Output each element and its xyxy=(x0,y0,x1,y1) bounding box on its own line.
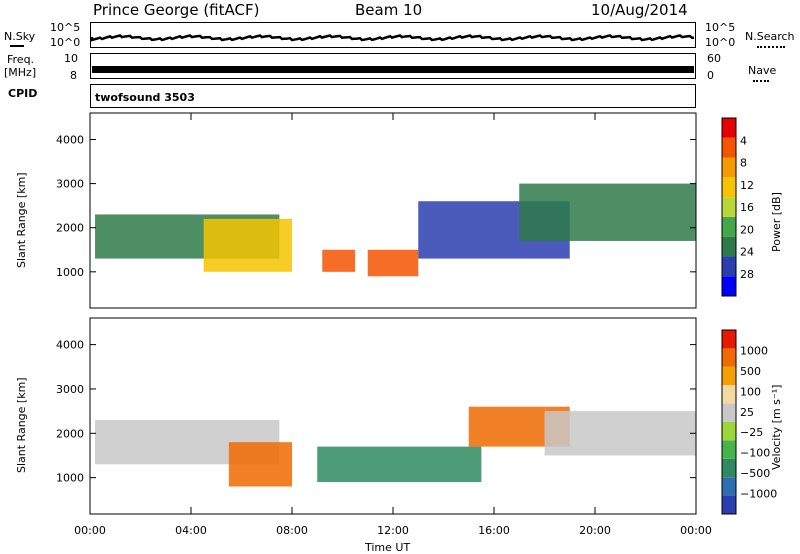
velocity-colorbar-seg-1 xyxy=(722,477,736,496)
velocity-band-1 xyxy=(228,442,292,487)
velocity-colorbar-tick-4: −25 xyxy=(740,426,763,439)
nsearch-tick-low: 10^0 xyxy=(705,36,736,49)
power-colorbar-seg-6 xyxy=(722,157,736,178)
nave-label: Nave xyxy=(748,64,777,77)
power-colorbar-seg-3 xyxy=(722,216,736,237)
cpid-label: CPID xyxy=(8,87,38,100)
velocity-colorbar-tick-3: 25 xyxy=(740,406,754,419)
power-colorbar-seg-8 xyxy=(722,118,736,138)
velocity-ytick-label-3: 4000 xyxy=(56,339,84,352)
xtick-label-6: 00:00 xyxy=(680,524,712,537)
power-colorbar-tick-1: 8 xyxy=(740,157,747,170)
velocity-colorbar-tick-7: −1000 xyxy=(740,488,777,501)
velocity-colorbar-tick-5: −100 xyxy=(740,447,770,460)
station-title: Prince George (fitACF) xyxy=(93,1,260,19)
velocity-colorbar-tick-0: 1000 xyxy=(740,344,768,357)
power-colorbar-tick-0: 4 xyxy=(740,134,747,147)
xtick-label-3: 12:00 xyxy=(377,524,409,537)
velocity-ytick-label-2: 3000 xyxy=(56,383,84,396)
freq-label-1: Freq. xyxy=(7,53,35,66)
power-colorbar-tick-6: 28 xyxy=(740,268,754,281)
freq-panel xyxy=(90,53,696,79)
beam-title: Beam 10 xyxy=(355,1,423,19)
velocity-colorbar-seg-9 xyxy=(722,330,736,349)
freq-tick-low: 8 xyxy=(70,69,77,82)
power-band-1 xyxy=(203,218,292,272)
xtick-label-2: 08:00 xyxy=(276,524,308,537)
velocity-colorbar-seg-6 xyxy=(722,385,736,404)
power-colorbar-seg-7 xyxy=(722,137,736,158)
power-ytick-label-3: 4000 xyxy=(56,133,84,146)
power-ytick-label-2: 3000 xyxy=(56,178,84,191)
power-colorbar-tick-4: 20 xyxy=(740,223,754,236)
velocity-colorbar-frame xyxy=(721,329,737,515)
nsky-tick-low: 10^0 xyxy=(50,36,81,49)
velocity-colorbar-tick-2: 100 xyxy=(740,385,761,398)
xtick-label-1: 04:00 xyxy=(175,524,207,537)
power-colorbar-tick-5: 24 xyxy=(740,246,754,259)
nave-tick-low: 0 xyxy=(707,69,714,82)
nave-tick-high: 60 xyxy=(707,52,721,65)
velocity-colorbar-tick-1: 500 xyxy=(740,365,761,378)
xtick-label-4: 16:00 xyxy=(478,524,510,537)
power-colorbar-tick-3: 16 xyxy=(740,201,754,214)
xtick-label-0: 00:00 xyxy=(74,524,106,537)
power-colorbar-seg-0 xyxy=(722,276,736,296)
date-title: 10/Aug/2014 xyxy=(591,1,688,19)
power-band-5 xyxy=(519,183,696,241)
power-ytick-label-1: 2000 xyxy=(56,222,84,235)
velocity-colorbar-seg-7 xyxy=(722,366,736,386)
nsearch-label: N.Search xyxy=(745,30,795,43)
cpid-value: twofsound 3503 xyxy=(95,91,195,104)
velocity-colorbar-seg-4 xyxy=(722,422,736,441)
xaxis-label: Time UT xyxy=(365,541,411,554)
power-colorbar-seg-2 xyxy=(722,236,736,257)
nsky-legend-line xyxy=(10,45,24,47)
nsky-panel xyxy=(90,22,696,48)
nsearch-tick-high: 10^5 xyxy=(705,21,736,34)
power-colorbar-tick-2: 12 xyxy=(740,179,754,192)
cpid-panel xyxy=(90,84,696,108)
velocity-ytick-label-0: 1000 xyxy=(56,472,84,485)
nave-trace xyxy=(92,66,694,73)
nsky-tick-high: 10^5 xyxy=(50,21,81,34)
velocity-band-4 xyxy=(544,411,696,456)
velocity-colorbar-tick-6: −500 xyxy=(740,467,770,480)
power-band-2 xyxy=(322,249,356,272)
velocity-band-2 xyxy=(317,446,482,483)
velocity-ytick-label-1: 2000 xyxy=(56,427,84,440)
power-colorbar-seg-5 xyxy=(722,177,736,198)
nave-legend-line xyxy=(753,80,769,82)
power-colorbar-seg-1 xyxy=(722,256,736,277)
nsky-trace xyxy=(90,34,695,42)
velocity-colorbar-seg-3 xyxy=(722,440,736,459)
velocity-colorbar-seg-5 xyxy=(722,403,736,422)
freq-label-2: [MHz] xyxy=(4,66,37,79)
velocity-colorbar-seg-2 xyxy=(722,458,736,478)
nsearch-legend-line xyxy=(757,46,785,48)
power-colorbar-frame xyxy=(721,117,737,297)
power-band-3 xyxy=(367,249,419,277)
nsky-label: N.Sky xyxy=(4,30,36,43)
velocity-colorbar-seg-0 xyxy=(722,495,736,514)
freq-tick-high: 10 xyxy=(64,52,78,65)
power-ytick-label-0: 1000 xyxy=(56,266,84,279)
velocity-colorbar-seg-8 xyxy=(722,348,736,367)
power-colorbar-seg-4 xyxy=(722,197,736,217)
xtick-label-5: 20:00 xyxy=(579,524,611,537)
